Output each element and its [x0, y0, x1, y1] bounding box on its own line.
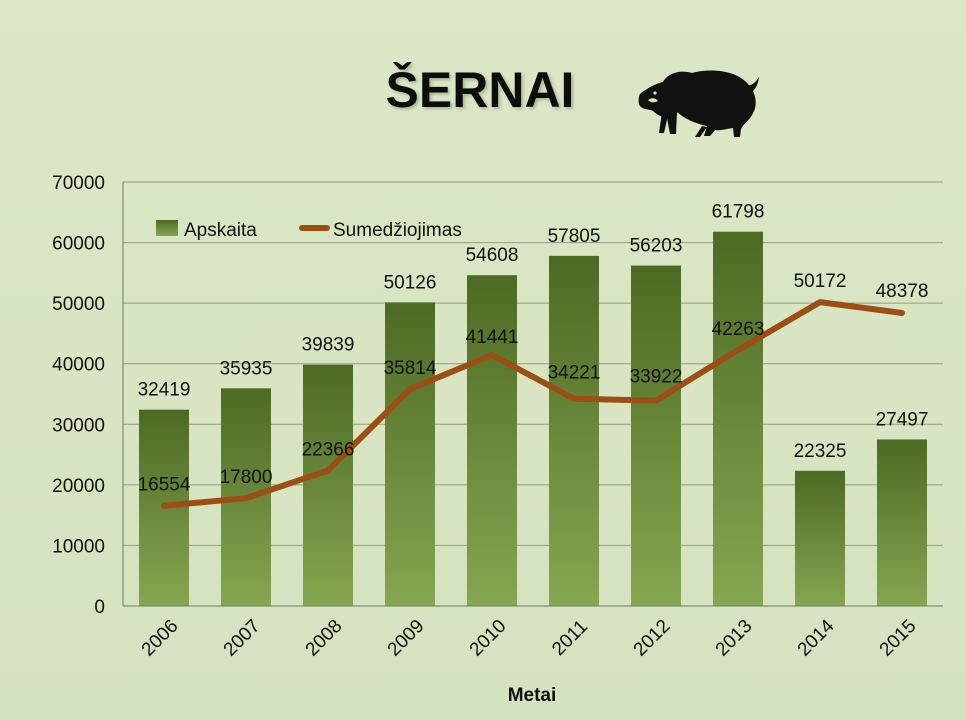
- x-tick-label-2010: 2010: [466, 616, 511, 661]
- line-label-2010: 41441: [466, 327, 519, 348]
- legend-apskaita-label: Apskaita: [184, 220, 257, 241]
- y-tick-label-1: 10000: [52, 536, 105, 557]
- bar-label-2006: 32419: [138, 380, 191, 401]
- y-tick-label-7: 70000: [52, 173, 105, 194]
- chart-title: ŠERNAI: [386, 61, 575, 118]
- x-tick-label-2009: 2009: [384, 616, 429, 661]
- bar-2010: [467, 275, 517, 606]
- bar-2011: [549, 255, 599, 606]
- y-tick-label-5: 50000: [52, 294, 105, 315]
- line-series-sumedziojimas: [161, 299, 905, 509]
- bar-label-2008: 39839: [302, 335, 355, 356]
- x-tick-label-2006: 2006: [138, 616, 183, 661]
- y-tick-label-3: 30000: [52, 415, 105, 436]
- bar-label-2013: 61798: [712, 202, 765, 223]
- bar-label-2009: 50126: [384, 272, 437, 293]
- x-tick-label-2013: 2013: [712, 616, 757, 661]
- bar-label-2007: 35935: [220, 358, 273, 379]
- x-tick-label-2014: 2014: [794, 615, 839, 660]
- bar-label-2011: 57805: [548, 226, 601, 247]
- line-label-2011: 34221: [548, 363, 601, 384]
- bar-2015: [877, 439, 927, 606]
- bar-label-2015: 27497: [876, 409, 929, 430]
- x-tick-label-2011: 2011: [548, 616, 592, 660]
- line-label-2013: 42263: [712, 319, 765, 340]
- line-label-2009: 35814: [384, 358, 437, 379]
- bar-2012: [631, 265, 681, 606]
- bar-2008: [303, 364, 353, 606]
- x-axis-title: Metai: [508, 685, 557, 706]
- line-label-2015: 48378: [876, 281, 929, 302]
- line-label-2007: 17800: [220, 467, 273, 488]
- line-label-2008: 22366: [302, 440, 355, 461]
- x-tick-label-2008: 2008: [302, 616, 347, 661]
- legend-sumedziojimas-label: Sumedžiojimas: [333, 220, 462, 241]
- wild-boar-icon: [638, 70, 759, 137]
- bar-label-2010: 54608: [466, 245, 519, 266]
- line-label-2012: 33922: [630, 367, 683, 388]
- bar-2009: [385, 302, 435, 606]
- line-label-2006: 16554: [138, 475, 191, 496]
- x-tick-label-2012: 2012: [630, 616, 675, 661]
- x-tick-label-2007: 2007: [220, 616, 265, 661]
- y-tick-label-6: 60000: [52, 234, 105, 255]
- bar-2014: [795, 470, 845, 606]
- bar-label-2012: 56203: [630, 236, 683, 257]
- legend-apskaita-swatch: [156, 220, 178, 236]
- line-label-2014: 50172: [794, 271, 847, 292]
- y-tick-label-4: 40000: [52, 355, 105, 376]
- y-tick-label-2: 20000: [52, 476, 105, 497]
- bar-2013: [713, 231, 763, 607]
- bar-label-2014: 22325: [794, 441, 847, 462]
- x-tick-label-2015: 2015: [876, 616, 921, 661]
- y-tick-label-0: 0: [94, 597, 105, 618]
